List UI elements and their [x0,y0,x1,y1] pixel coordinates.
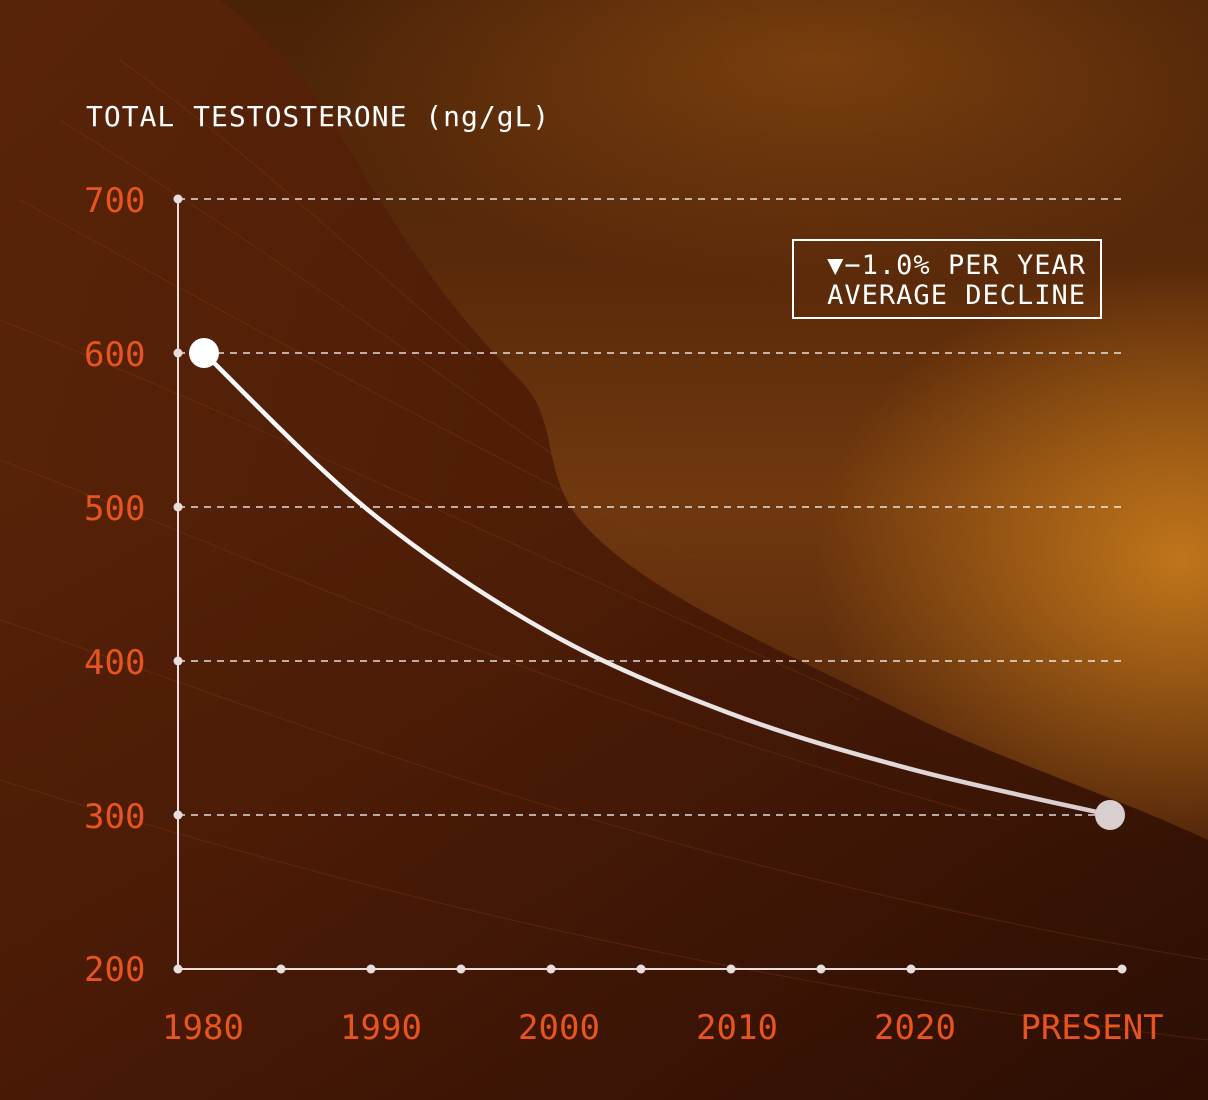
gridlines [178,198,1122,816]
y-tick-dot-200 [173,964,183,974]
x-tick-dot-2 [456,964,466,974]
x-tick-label-2010: 2010 [696,1008,778,1048]
x-tick-dot-1 [366,964,376,974]
end-point-present [1095,800,1125,830]
y-tick-dot-500 [173,502,183,512]
y-tick-dot-300 [173,810,183,820]
y-tick-label-200: 200 [84,950,146,990]
series-line [189,338,1125,830]
y-tick-label-600: 600 [84,335,146,375]
x-tick-dot-5 [726,964,736,974]
axes [177,199,1122,970]
y-tick-dot-400 [173,656,183,666]
y-tick-label-500: 500 [84,489,146,529]
callout-line-1: ▼−1.0% PER YEAR [827,250,1086,281]
x-tick-dot-0 [276,964,286,974]
x-tick-label-2020: 2020 [874,1008,956,1048]
x-tick-dot-6 [816,964,826,974]
y-tick-label-300: 300 [84,797,146,837]
x-tick-dot-4 [636,964,646,974]
series-path [201,350,1113,818]
y-tick-dot-700 [173,194,183,204]
y-tick-label-700: 700 [84,181,146,221]
decline-callout: ▼−1.0% PER YEAR AVERAGE DECLINE [792,239,1102,319]
x-tick-label-1980: 1980 [162,1008,244,1048]
tick-marks [173,194,1127,974]
x-tick-label-1990: 1990 [340,1008,422,1048]
y-axis-title: TOTAL TESTOSTERONE (ng/gL) [86,100,551,133]
callout-line-2: AVERAGE DECLINE [827,280,1086,311]
y-tick-label-400: 400 [84,643,146,683]
x-tick-label-present: PRESENT [1020,1008,1164,1048]
x-tick-label-2000: 2000 [518,1008,600,1048]
y-tick-dot-600 [173,348,183,358]
start-point-1980 [189,338,219,368]
x-tick-dot-8 [1117,964,1127,974]
x-tick-dot-3 [546,964,556,974]
x-tick-dot-7 [906,964,916,974]
